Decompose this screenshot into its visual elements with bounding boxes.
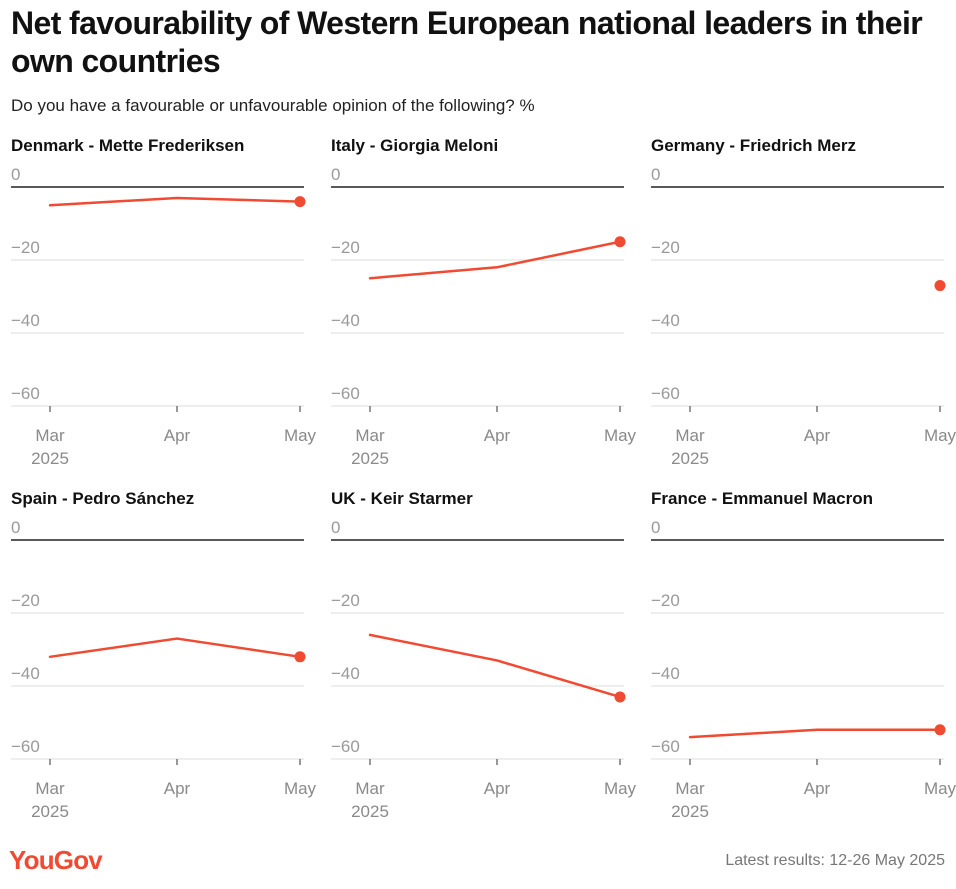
y-tick-label: −40	[331, 664, 360, 683]
y-tick-label: −40	[651, 664, 680, 683]
y-tick-label: 0	[651, 165, 660, 184]
x-year-label: 2025	[351, 802, 389, 821]
x-tick-label: Apr	[164, 426, 191, 445]
y-tick-label: 0	[331, 165, 340, 184]
x-tick-label: Mar	[675, 426, 705, 445]
panel-france: France - Emmanuel Macron 0 −20 −40 −60 Mar Ap…	[651, 488, 956, 828]
panel-germany: Germany - Friedrich Merz 0 −20 −40 −60 Mar Ap…	[651, 135, 956, 475]
latest-results-note: Latest results: 12-26 May 2025	[725, 852, 945, 869]
series-line	[368, 633, 622, 699]
x-tick-label: Mar	[355, 779, 385, 798]
x-tick-label: May	[924, 426, 956, 445]
y-tick-label: −20	[331, 591, 360, 610]
latest-point	[614, 236, 626, 248]
latest-point	[934, 280, 946, 292]
panel-title: France - Emmanuel Macron	[651, 489, 874, 508]
y-tick-label: −40	[331, 311, 360, 330]
x-year-label: 2025	[671, 802, 709, 821]
x-year-label: 2025	[671, 449, 709, 468]
line-chart: 0 −20 −40 −60 Mar Apr May 2025	[651, 165, 956, 468]
latest-point	[934, 724, 946, 736]
latest-point	[294, 651, 306, 663]
y-tick-label: −20	[331, 238, 360, 257]
x-tick-label: Apr	[164, 779, 191, 798]
x-tick-label: Mar	[35, 779, 65, 798]
y-tick-label: −20	[11, 591, 40, 610]
chart-title: Net favourability of Western European na…	[11, 5, 923, 79]
series-line	[368, 240, 622, 280]
y-tick-label: −20	[651, 238, 680, 257]
y-tick-label: −40	[11, 311, 40, 330]
x-tick-label: Apr	[484, 426, 511, 445]
x-tick-label: May	[284, 779, 317, 798]
y-tick-label: 0	[331, 518, 340, 537]
y-tick-label: −40	[11, 664, 40, 683]
panel-title: Italy - Giorgia Meloni	[331, 136, 499, 155]
line-chart: 0 −20 −40 −60 Mar Apr May 2025	[331, 518, 637, 821]
line-chart: 0 −20 −40 −60 Mar Apr May 2025	[11, 518, 317, 821]
panel-uk: UK - Keir Starmer 0 −20 −40 −60 Mar Apr May 202…	[331, 488, 637, 828]
panel-italy: Italy - Giorgia Meloni 0 −20 −40 −60 Mar Apr M…	[331, 135, 637, 475]
x-tick-label: Apr	[804, 779, 831, 798]
x-tick-label: Apr	[484, 779, 511, 798]
y-tick-label: −60	[11, 737, 40, 756]
latest-point	[294, 196, 306, 208]
panel-spain: Spain - Pedro Sánchez 0 −20 −40 −60 Mar Apr Ma…	[11, 488, 317, 828]
x-tick-label: Apr	[804, 426, 831, 445]
x-tick-label: May	[924, 779, 956, 798]
x-tick-label: Mar	[355, 426, 385, 445]
x-year-label: 2025	[31, 802, 69, 821]
latest-point	[614, 691, 626, 703]
y-tick-label: −20	[651, 591, 680, 610]
x-tick-label: Mar	[35, 426, 65, 445]
y-tick-label: 0	[651, 518, 660, 537]
y-tick-label: 0	[11, 518, 20, 537]
panel-title: Spain - Pedro Sánchez	[11, 489, 195, 508]
series-line	[688, 728, 942, 739]
line-chart: 0 −20 −40 −60 Mar Apr May 2025	[651, 518, 956, 821]
y-tick-label: −60	[11, 384, 40, 403]
y-tick-label: −60	[331, 384, 360, 403]
y-tick-label: −20	[11, 238, 40, 257]
x-tick-label: Mar	[675, 779, 705, 798]
panel-denmark: Denmark - Mette Frederiksen 0 −20 −40 −60 Ma…	[11, 135, 317, 475]
line-chart: 0 −20 −40 −60 Mar Apr May 2025	[11, 165, 317, 468]
x-year-label: 2025	[31, 449, 69, 468]
x-tick-label: May	[604, 426, 637, 445]
y-tick-label: 0	[11, 165, 20, 184]
y-tick-label: −60	[651, 737, 680, 756]
x-tick-label: May	[284, 426, 317, 445]
panel-title: Denmark - Mette Frederiksen	[11, 136, 245, 155]
panel-title: Germany - Friedrich Merz	[651, 136, 857, 155]
line-chart: 0 −20 −40 −60 Mar Apr May 2025	[331, 165, 637, 468]
y-tick-label: −40	[651, 311, 680, 330]
x-tick-label: May	[604, 779, 637, 798]
series-line	[48, 196, 302, 207]
y-tick-label: −60	[331, 737, 360, 756]
x-year-label: 2025	[351, 449, 389, 468]
series-line	[48, 637, 302, 659]
panel-title: UK - Keir Starmer	[331, 489, 473, 508]
yougov-logo: YouGov	[9, 845, 103, 875]
chart-subtitle: Do you have a favourable or unfavourable…	[11, 96, 535, 115]
y-tick-label: −60	[651, 384, 680, 403]
